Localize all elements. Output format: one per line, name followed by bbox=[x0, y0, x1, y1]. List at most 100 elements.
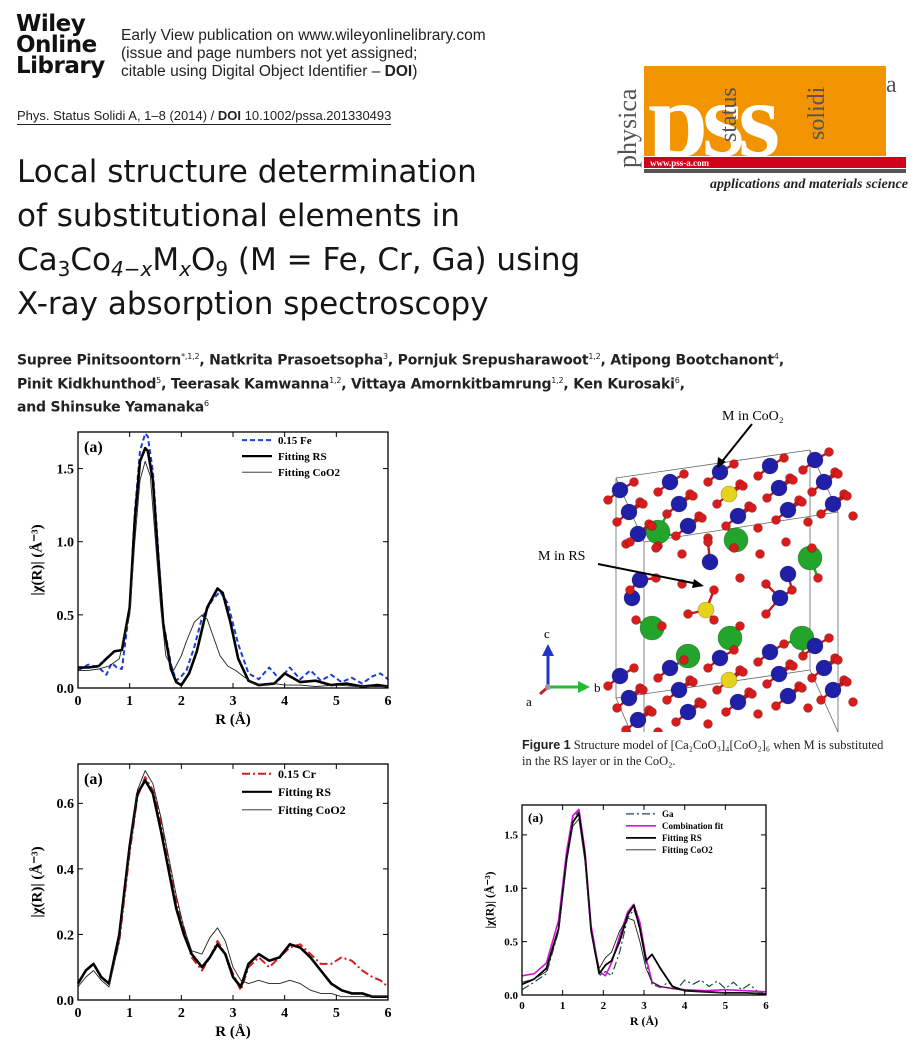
plot-frame bbox=[521, 804, 767, 996]
oxygen-atom bbox=[629, 663, 639, 673]
xanes-chart-ga: 0 1 2 3 4 5 6 0.0 0.5 1.0 1.5 R (Å) |χ(R)| (Å⁻³) (a) G… bbox=[482, 804, 769, 1028]
oxygen-atom bbox=[848, 697, 858, 707]
oxygen-atom bbox=[683, 609, 693, 619]
oxygen-atom bbox=[735, 621, 745, 631]
x-tick-label: 1 bbox=[560, 1000, 566, 1012]
oxygen-atom bbox=[824, 447, 834, 457]
oxygen-atom bbox=[612, 517, 622, 527]
oxygen-atom bbox=[797, 497, 807, 507]
x-axis-label: R (Å) bbox=[215, 712, 250, 728]
label-m-in-rs: M in RS bbox=[538, 549, 585, 564]
oxygen-atom bbox=[816, 509, 826, 519]
panel-label: (a) bbox=[84, 771, 103, 788]
x-tick-label: 2 bbox=[178, 1006, 185, 1021]
panel-label: (a) bbox=[84, 439, 103, 456]
oxygen-atom bbox=[735, 573, 745, 583]
author-affiliation: 5 bbox=[156, 375, 162, 385]
article-title: Local structure determination of substit… bbox=[17, 150, 580, 326]
cobalt-atom bbox=[701, 553, 719, 571]
x-tick-label: 6 bbox=[763, 1000, 769, 1012]
oxygen-atom bbox=[755, 549, 765, 559]
cobalt-atom bbox=[815, 473, 833, 491]
x-axis-label: R (Å) bbox=[215, 1024, 250, 1040]
legend-label: Fitting RS bbox=[278, 785, 331, 799]
crystal-structure-model: M in CoO₂ M in RS c b a bbox=[526, 409, 858, 732]
substituent-atom bbox=[697, 601, 715, 619]
oxygen-atom bbox=[798, 651, 808, 661]
x-tick-label: 6 bbox=[385, 694, 392, 709]
oxygen-atom bbox=[703, 537, 713, 547]
series-line-2 bbox=[521, 812, 767, 995]
cobalt-atom bbox=[779, 687, 797, 705]
oxygen-atom bbox=[779, 453, 789, 463]
oxygen-atom bbox=[762, 679, 772, 689]
series-line-2 bbox=[78, 460, 388, 687]
cobalt-atom bbox=[679, 703, 697, 721]
oxygen-atom bbox=[738, 667, 748, 677]
author-affiliation: 3 bbox=[382, 352, 388, 361]
x-tick-label: 3 bbox=[230, 694, 237, 709]
early-view-notice: Early View publication on www.wileyonlin… bbox=[121, 27, 486, 81]
cobalt-atom bbox=[761, 457, 779, 475]
oxygen-atom bbox=[848, 511, 858, 521]
oxygen-atom bbox=[697, 513, 707, 523]
oxygen-atom bbox=[761, 579, 771, 589]
series-line-0 bbox=[77, 432, 389, 685]
oxygen-atom bbox=[781, 537, 791, 547]
y-tick-label: 0.0 bbox=[57, 994, 75, 1009]
oxygen-atom bbox=[657, 621, 667, 631]
early-view-line: citable using Digital Object Identifier … bbox=[121, 63, 486, 81]
axis-a-label: a bbox=[526, 694, 532, 709]
axis-c-arrowhead bbox=[542, 644, 554, 656]
x-tick-label: 1 bbox=[126, 1006, 133, 1021]
oxygen-atom bbox=[621, 725, 631, 732]
author-name: , Vittaya Amornkitbamrung bbox=[341, 376, 552, 393]
oxygen-atom bbox=[738, 481, 748, 491]
citation-journal: Phys. Status Solidi A, 1–8 (2014) / bbox=[17, 108, 218, 123]
oxygen-atom bbox=[638, 499, 648, 509]
crystal-atoms bbox=[603, 447, 858, 732]
x-tick-label: 5 bbox=[333, 1006, 340, 1021]
oxygen-atom bbox=[662, 695, 672, 705]
oxygen-atom bbox=[651, 543, 661, 553]
oxygen-atom bbox=[712, 499, 722, 509]
oxygen-atom bbox=[688, 677, 698, 687]
oxygen-atom bbox=[647, 521, 657, 531]
y-axis-label: |χ(R)| (Å⁻³) bbox=[30, 846, 46, 917]
y-tick-label: 0.6 bbox=[57, 797, 75, 812]
logo-line: Online bbox=[16, 32, 97, 58]
logo-line: Library bbox=[16, 53, 105, 79]
title-line: Local structure determination bbox=[17, 154, 477, 190]
x-tick-label: 3 bbox=[230, 1006, 237, 1021]
oxygen-atom bbox=[747, 503, 757, 513]
oxygen-atom bbox=[603, 495, 613, 505]
oxygen-atom bbox=[709, 585, 719, 595]
label-m-in-coo2: M in CoO₂ bbox=[722, 409, 784, 424]
author-affiliation: 6 bbox=[204, 399, 209, 409]
series-line-3 bbox=[521, 818, 767, 995]
author-name: Pinit Kidkhunthod bbox=[17, 376, 157, 393]
oxygen-atom bbox=[813, 573, 823, 583]
unit-cell-edge bbox=[615, 449, 811, 479]
plot-frame bbox=[77, 431, 389, 689]
x-tick-label: 5 bbox=[333, 694, 340, 709]
author-line: Pinit Kidkhunthod5, Teerasak Kamwanna1,2… bbox=[17, 371, 784, 395]
oxygen-atom bbox=[677, 549, 687, 559]
x-tick-label: 6 bbox=[385, 1006, 392, 1021]
cobalt-atom bbox=[629, 711, 647, 729]
cobalt-atom bbox=[620, 503, 638, 521]
author-affiliation: 1,2 bbox=[588, 352, 601, 361]
oxygen-atom bbox=[729, 645, 739, 655]
y-tick-label: 1.0 bbox=[504, 883, 518, 895]
series-line-1 bbox=[78, 446, 389, 688]
cobalt-atom bbox=[661, 473, 679, 491]
oxygen-atom bbox=[679, 655, 689, 665]
x-tick-label: 4 bbox=[281, 694, 288, 709]
axis-c-label: c bbox=[544, 626, 550, 641]
oxygen-atom bbox=[688, 491, 698, 501]
oxygen-atom bbox=[842, 677, 852, 687]
title-subscript: 3 bbox=[57, 257, 71, 281]
oxygen-atom bbox=[833, 469, 843, 479]
oxygen-atom bbox=[833, 655, 843, 665]
cobalt-atom bbox=[629, 525, 647, 543]
